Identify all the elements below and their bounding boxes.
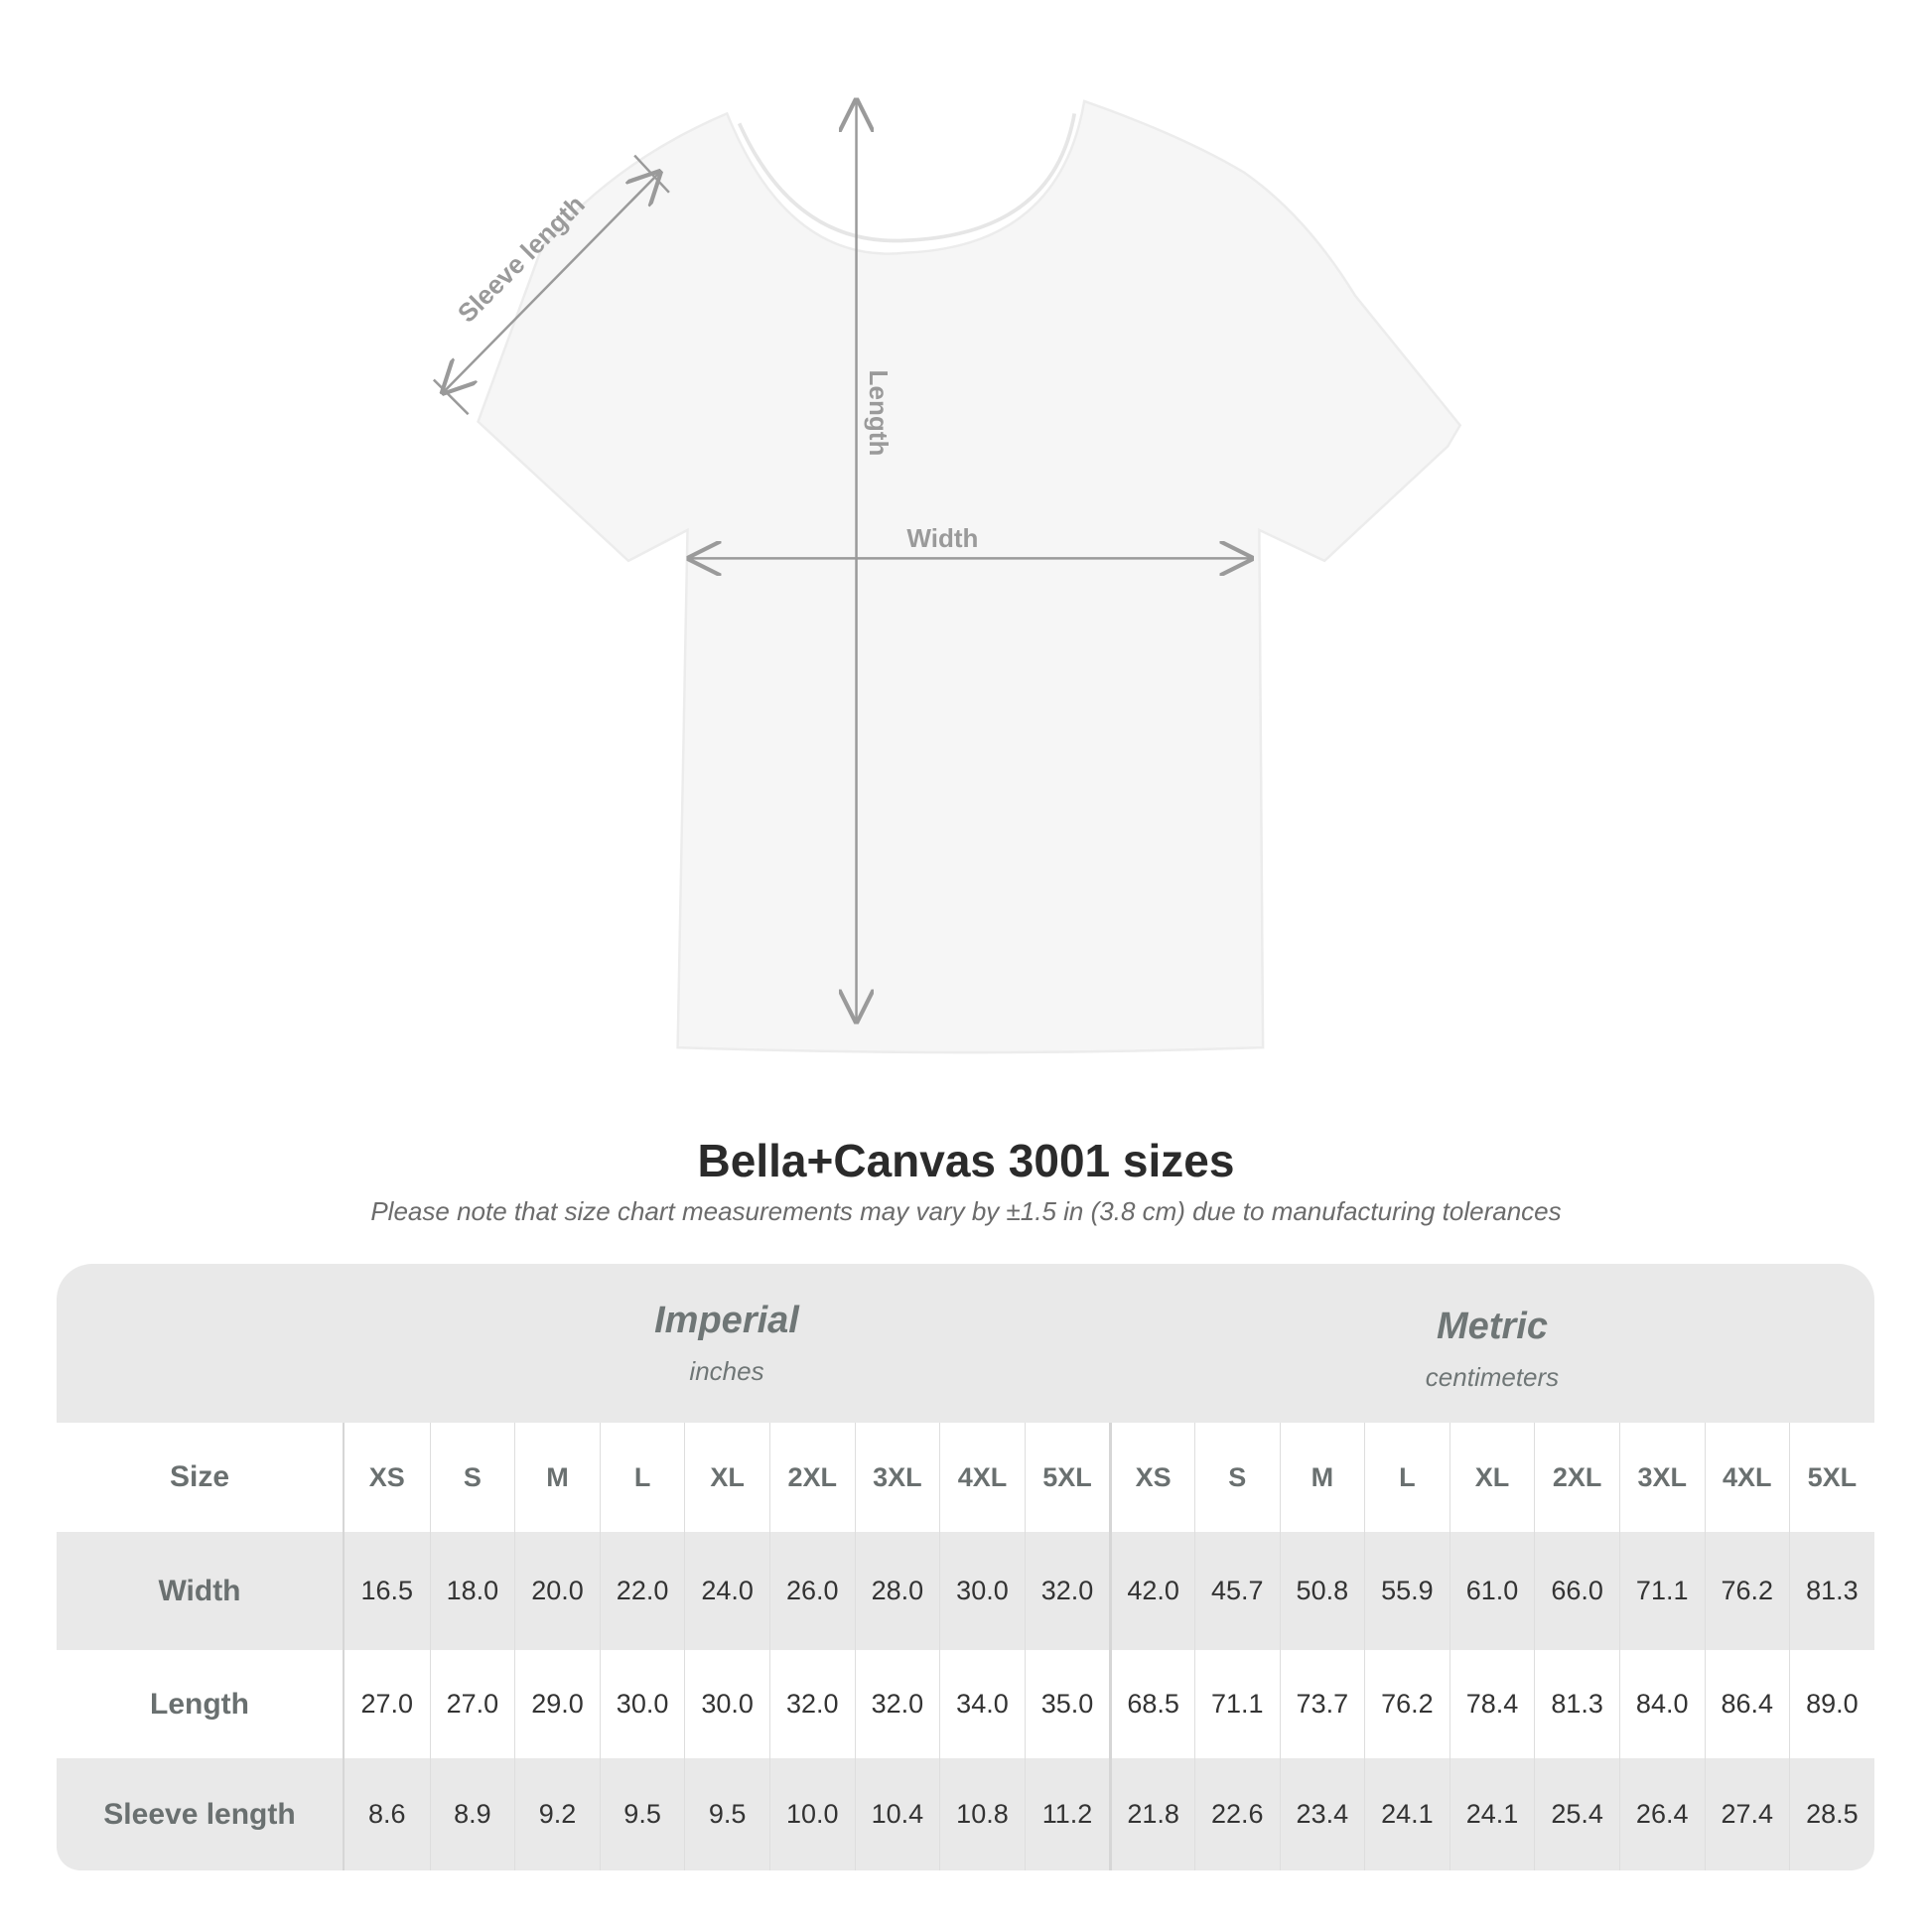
- table-cell: 76.2: [1364, 1650, 1449, 1758]
- size-header-row: Size XS S M L XL 2XL 3XL 4XL 5XL XS S M L XL 2XL 3XL 4XL…: [57, 1423, 1874, 1532]
- table-cell: 89.0: [1789, 1650, 1874, 1758]
- size-header-cell: M: [514, 1423, 600, 1532]
- table-cell: 76.2: [1704, 1532, 1790, 1650]
- table-cell: 30.0: [599, 1650, 685, 1758]
- size-header-cell: 5XL: [1024, 1423, 1110, 1532]
- table-cell: 30.0: [939, 1532, 1025, 1650]
- table-cell: 23.4: [1279, 1758, 1365, 1870]
- table-cell: 10.0: [768, 1758, 855, 1870]
- table-cell: 26.0: [768, 1532, 855, 1650]
- table-cell: 25.4: [1534, 1758, 1619, 1870]
- length-label: Length: [864, 370, 894, 457]
- table-cell: 24.1: [1364, 1758, 1449, 1870]
- table-cell: 10.4: [854, 1758, 940, 1870]
- row-label: Width: [57, 1532, 345, 1650]
- size-header-cell: 2XL: [768, 1423, 855, 1532]
- table-row-sleeve-length: Sleeve length 8.6 8.9 9.2 9.5 9.5 10.0 10.4 10.8…: [57, 1758, 1874, 1870]
- table-cell: 21.8: [1109, 1758, 1194, 1870]
- table-row-width: Width 16.5 18.0 20.0 22.0 24.0 26.0 28.0 30.0 32.…: [57, 1532, 1874, 1650]
- row-label: Sleeve length: [57, 1758, 345, 1870]
- size-header-cell: 5XL: [1789, 1423, 1874, 1532]
- table-cell: 9.5: [599, 1758, 685, 1870]
- imperial-header: Imperial inches: [345, 1300, 1109, 1387]
- table-cell: 10.8: [939, 1758, 1025, 1870]
- table-cell: 20.0: [514, 1532, 600, 1650]
- table-cell: 22.6: [1193, 1758, 1280, 1870]
- table-cell: 68.5: [1109, 1650, 1194, 1758]
- table-cell: 50.8: [1279, 1532, 1365, 1650]
- table-cell: 73.7: [1279, 1650, 1365, 1758]
- sleeve-length-arrow: [444, 173, 659, 392]
- table-cell: 9.2: [514, 1758, 600, 1870]
- table-cell: 32.0: [768, 1650, 855, 1758]
- table-cell: 27.0: [429, 1650, 515, 1758]
- metric-title: Metric: [1437, 1306, 1548, 1347]
- size-header-cell: S: [429, 1423, 515, 1532]
- table-cell: 11.2: [1024, 1758, 1110, 1870]
- tshirt-shape: [477, 99, 1462, 1054]
- metric-unit: centimeters: [1425, 1362, 1560, 1392]
- size-header-cell: 4XL: [939, 1423, 1025, 1532]
- table-cell: 26.4: [1618, 1758, 1705, 1870]
- table-cell: 61.0: [1449, 1532, 1535, 1650]
- table-cell: 9.5: [684, 1758, 769, 1870]
- size-header-cell: 2XL: [1534, 1423, 1619, 1532]
- tshirt-diagram: Sleeve length Length Width: [432, 0, 1462, 1054]
- table-cell: 78.4: [1449, 1650, 1535, 1758]
- table-cell: 22.0: [599, 1532, 685, 1650]
- table-cell: 84.0: [1618, 1650, 1705, 1758]
- size-header-cell: L: [599, 1423, 685, 1532]
- table-cell: 86.4: [1704, 1650, 1790, 1758]
- size-header-cell: 4XL: [1704, 1423, 1790, 1532]
- table-cell: 27.0: [360, 1689, 414, 1719]
- table-cell: 32.0: [854, 1650, 940, 1758]
- page-title: Bella+Canvas 3001 sizes: [697, 1135, 1235, 1186]
- table-row-length: Length 27.0 27.0 29.0 30.0 30.0 32.0 32.0 34.0 35…: [57, 1650, 1874, 1758]
- table-cell: 42.0: [1109, 1532, 1194, 1650]
- table-cell: 66.0: [1534, 1532, 1619, 1650]
- size-header-cell: L: [1364, 1423, 1449, 1532]
- table-cell: 28.0: [854, 1532, 940, 1650]
- imperial-title: Imperial: [654, 1300, 799, 1341]
- size-header-cell: 3XL: [1618, 1423, 1705, 1532]
- size-header-cell: 3XL: [854, 1423, 940, 1532]
- size-label: Size: [57, 1423, 345, 1532]
- table-cell: 28.5: [1789, 1758, 1874, 1870]
- imperial-unit: inches: [689, 1356, 764, 1386]
- table-cell: 71.1: [1618, 1532, 1705, 1650]
- size-header-cell: M: [1279, 1423, 1365, 1532]
- table-cell: 8.6: [368, 1799, 406, 1829]
- table-cell: 34.0: [939, 1650, 1025, 1758]
- table-cell: 29.0: [514, 1650, 600, 1758]
- size-header-cell: S: [1193, 1423, 1280, 1532]
- table-cell: 8.9: [429, 1758, 515, 1870]
- row-label: Length: [57, 1650, 345, 1758]
- table-cell: 45.7: [1193, 1532, 1280, 1650]
- table-cell: 18.0: [429, 1532, 515, 1650]
- table-cell: 81.3: [1789, 1532, 1874, 1650]
- width-label: Width: [906, 523, 978, 553]
- size-header-cell: XL: [1449, 1423, 1535, 1532]
- table-cell: 55.9: [1364, 1532, 1449, 1650]
- table-cell: 35.0: [1024, 1650, 1110, 1758]
- table-cell: 24.0: [684, 1532, 769, 1650]
- table-cell: 16.5: [360, 1576, 414, 1605]
- size-header-cell: XS: [368, 1461, 405, 1492]
- table-cell: 30.0: [684, 1650, 769, 1758]
- table-cell: 81.3: [1534, 1650, 1619, 1758]
- table-cell: 27.4: [1704, 1758, 1790, 1870]
- tolerance-note: Please note that size chart measurements…: [370, 1196, 1562, 1226]
- metric-header: Metric centimeters: [1110, 1306, 1874, 1393]
- table-cell: 32.0: [1024, 1532, 1110, 1650]
- size-table: Imperial inches Metric centimeters Size …: [57, 1264, 1874, 1870]
- table-cell: 71.1: [1193, 1650, 1280, 1758]
- size-header-cell: XL: [684, 1423, 769, 1532]
- size-header-cell: XS: [1109, 1423, 1194, 1532]
- table-cell: 24.1: [1449, 1758, 1535, 1870]
- unit-header: Imperial inches Metric centimeters: [57, 1264, 1874, 1423]
